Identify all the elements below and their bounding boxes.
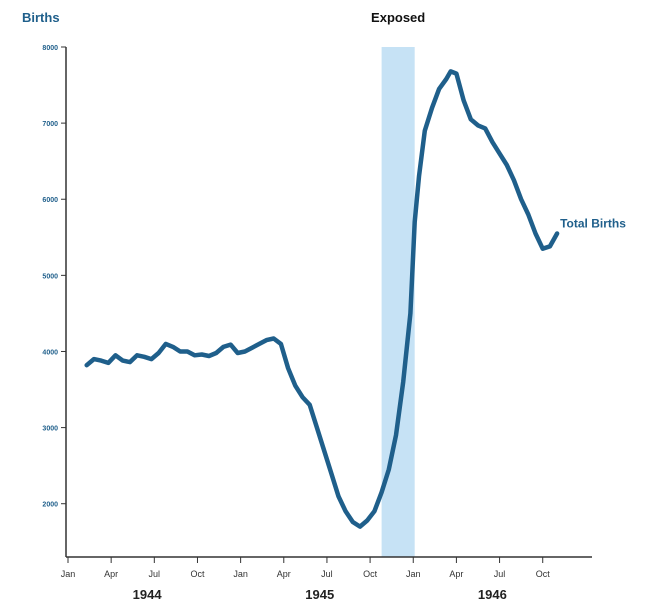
y-tick-label: 6000	[42, 197, 58, 204]
x-tick-label: Oct	[190, 569, 205, 579]
year-labels: 1944 1945 1946	[133, 587, 507, 602]
x-tick-label: Apr	[449, 569, 463, 579]
x-tick-label: Apr	[277, 569, 291, 579]
x-tick-label: Jan	[406, 569, 421, 579]
year-label: 1946	[478, 587, 507, 602]
year-label: 1944	[133, 587, 163, 602]
y-tick-label: 3000	[42, 426, 58, 433]
y-tick-label: 4000	[42, 349, 58, 356]
x-tick-label: Apr	[104, 569, 118, 579]
y-tick-label: 5000	[42, 273, 58, 280]
y-tick-label: 2000	[42, 502, 58, 509]
series-line-total-births	[84, 69, 560, 529]
x-ticks: Jan Apr Jul Oct Jan Apr Jul Oct Jan Apr Jul Oct	[61, 557, 550, 579]
x-tick-label: Oct	[536, 569, 551, 579]
x-tick-label: Jul	[321, 569, 333, 579]
year-label: 1945	[305, 587, 334, 602]
y-axis-label: Births	[22, 10, 60, 25]
series-label-total-births: Total Births	[560, 216, 626, 230]
y-tick-label: 8000	[42, 45, 58, 52]
y-tick-label: 7000	[42, 121, 58, 128]
x-tick-label: Oct	[363, 569, 378, 579]
x-tick-label: Jul	[149, 569, 161, 579]
x-tick-label: Jan	[233, 569, 248, 579]
y-ticks: 2000 3000 4000 5000 6000 7000 8000	[42, 45, 66, 509]
exposed-label: Exposed	[371, 10, 425, 25]
x-tick-label: Jan	[61, 569, 76, 579]
x-tick-label: Jul	[494, 569, 506, 579]
